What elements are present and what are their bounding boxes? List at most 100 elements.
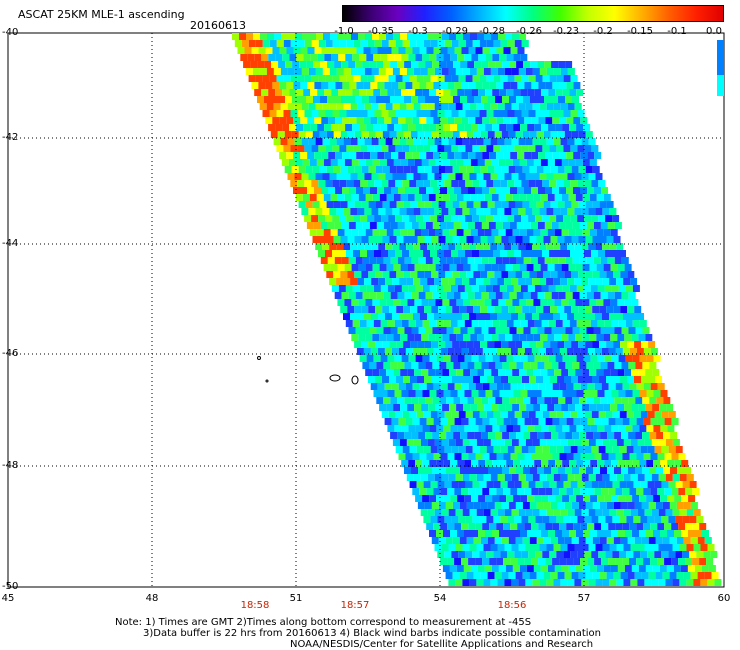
swath-cell	[540, 229, 548, 236]
swath-cell	[411, 327, 419, 334]
swath-cell	[613, 236, 621, 243]
swath-cell	[550, 306, 558, 313]
swath-cell	[630, 579, 638, 586]
swath-cell	[491, 334, 499, 341]
swath-cell	[620, 537, 628, 544]
swath-cell	[333, 201, 341, 208]
swath-cell	[540, 194, 548, 201]
swath-cell	[515, 341, 523, 348]
swath-cell	[459, 537, 467, 544]
swath-cell	[498, 264, 506, 271]
swath-cell	[315, 138, 323, 145]
swath-cell	[575, 299, 583, 306]
swath-cell	[689, 551, 697, 558]
colorbar-label: -0.2	[593, 26, 613, 37]
swath-cell	[252, 68, 260, 75]
longitude-label: 48	[145, 593, 159, 604]
swath-cell	[592, 166, 600, 173]
swath-cell	[468, 187, 475, 194]
swath-cell	[537, 96, 544, 103]
swath-cell	[278, 61, 286, 68]
swath-cell	[339, 145, 347, 152]
swath-cell	[334, 257, 342, 264]
swath-cell	[530, 362, 538, 369]
swath-cell	[692, 488, 700, 495]
swath-cell	[319, 236, 327, 243]
swath-cell	[402, 75, 410, 82]
swath-cell	[488, 96, 495, 103]
swath-cell	[506, 495, 514, 502]
swath-cell	[393, 334, 401, 341]
swath-cell	[376, 327, 384, 334]
swath-cell	[492, 124, 500, 131]
swath-cell	[579, 362, 587, 369]
swath-cell	[573, 558, 581, 565]
swath-cell	[431, 236, 439, 243]
swath-cell	[552, 117, 560, 124]
swath-cell	[476, 474, 484, 481]
swath-cell	[474, 397, 482, 404]
swath-cell	[285, 61, 293, 68]
swath-cell	[520, 89, 528, 96]
swath-cell	[620, 341, 628, 348]
swath-cell	[585, 236, 593, 243]
swath-cell	[477, 33, 484, 40]
swath-cell	[465, 446, 473, 453]
swath-cell	[360, 145, 368, 152]
swath-cell	[562, 530, 569, 537]
swath-cell	[496, 558, 504, 565]
swath-cell	[623, 313, 630, 320]
swath-cell	[492, 530, 499, 537]
swath-cell	[504, 68, 512, 75]
swath-cell	[650, 488, 658, 495]
swath-cell	[518, 173, 526, 180]
swath-cell	[347, 166, 355, 173]
swath-cell	[580, 523, 588, 530]
swath-cell	[461, 453, 469, 460]
swath-cell	[421, 33, 428, 40]
swath-cell	[635, 327, 643, 334]
swath-cell	[370, 47, 378, 54]
swath-cell	[537, 292, 545, 299]
swath-cell	[482, 418, 490, 425]
swath-cell	[499, 495, 507, 502]
swath-cell	[329, 243, 337, 250]
swath-cell	[538, 418, 546, 425]
swath-cell	[430, 516, 438, 523]
swath-cell	[630, 313, 637, 320]
swath-cell	[551, 432, 559, 439]
swath-cell	[389, 306, 397, 313]
swath-cell	[464, 124, 472, 131]
swath-cell	[358, 264, 366, 271]
swath-cell	[345, 124, 353, 131]
swath-cell	[574, 208, 582, 215]
swath-cell	[453, 432, 461, 439]
swath-cell	[347, 236, 355, 243]
swath-cell	[561, 404, 569, 411]
swath-cell	[341, 257, 349, 264]
swath-cell	[269, 75, 277, 82]
swath-cell	[452, 271, 460, 278]
swath-cell	[523, 432, 531, 439]
swath-cell	[602, 509, 610, 516]
swath-cell	[377, 47, 385, 54]
swath-cell	[591, 250, 598, 257]
swath-cell	[597, 320, 605, 327]
swath-cell	[622, 383, 630, 390]
swath-cell	[449, 334, 457, 341]
swath-cell	[269, 110, 277, 117]
swath-cell	[432, 222, 440, 229]
swath-cell	[366, 54, 374, 61]
swath-cell	[551, 362, 559, 369]
swath-cell	[408, 355, 416, 362]
swath-cell	[599, 271, 607, 278]
swath-cell	[429, 124, 437, 131]
swath-cell	[633, 516, 641, 523]
swath-cell	[465, 40, 473, 47]
swath-cell	[390, 96, 397, 103]
swath-cell	[332, 250, 339, 257]
swath-cell	[442, 194, 450, 201]
swath-cell	[455, 474, 463, 481]
swath-cell	[682, 481, 690, 488]
swath-cell	[347, 201, 355, 208]
